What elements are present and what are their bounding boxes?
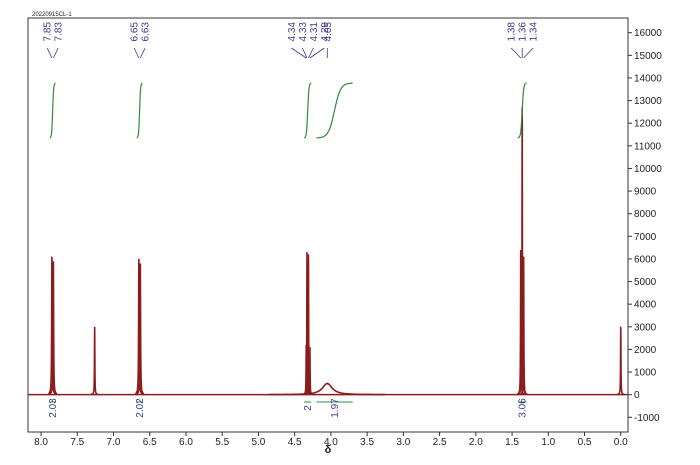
peak-label-leader <box>510 47 522 59</box>
x-tick-label: 4.0 <box>324 437 338 448</box>
x-tick-label: 6.5 <box>143 437 157 448</box>
x-tick-label: 6.0 <box>179 437 193 448</box>
integral-label: 3.06 <box>518 398 529 418</box>
integral-curve <box>136 82 143 139</box>
peak-label: 6.63 <box>141 22 152 42</box>
peak-label: 4.29 <box>320 22 331 42</box>
peak-label-leader <box>291 47 307 59</box>
integral-curve <box>303 82 312 139</box>
integral-curve <box>316 82 353 139</box>
peak-label: 1.36 <box>518 22 529 42</box>
integral-curve <box>49 82 56 139</box>
peak <box>47 256 56 395</box>
peak <box>617 326 625 396</box>
x-tick-label: 4.5 <box>288 437 302 448</box>
peak <box>136 263 145 395</box>
peak-label-leader <box>139 47 146 59</box>
integral-label: 2 <box>303 405 314 411</box>
peak-label: 4.05 <box>323 22 334 42</box>
y-tick-label: 15000 <box>634 51 662 62</box>
peak-label: 4.31 <box>309 22 320 42</box>
peak-label: 1.38 <box>507 22 518 42</box>
peak-label-leader <box>53 47 59 59</box>
x-tick-label: 0.5 <box>578 437 592 448</box>
x-tick-label: 8.0 <box>34 437 48 448</box>
peak <box>516 249 525 395</box>
peak-label-leader <box>308 47 314 59</box>
integral-label: 2.03 <box>48 398 59 418</box>
peak <box>134 258 143 395</box>
peak-label: 4.34 <box>287 22 298 42</box>
peak <box>90 326 99 396</box>
x-tick-label: 1.0 <box>541 437 555 448</box>
peak-label-leader <box>46 47 53 59</box>
peak-label: 4.33 <box>298 22 309 42</box>
y-tick-label: 10000 <box>634 164 662 175</box>
integral-curve <box>517 82 527 139</box>
peak-label-leader <box>523 47 534 59</box>
peak-label: 1.34 <box>529 22 540 42</box>
x-tick-label: 7.5 <box>70 437 84 448</box>
plot-frame <box>27 17 629 433</box>
y-tick-label: 14000 <box>634 73 662 84</box>
y-tick-label: 6000 <box>634 254 657 265</box>
y-tick-label: 0 <box>634 390 640 401</box>
x-tick-label: 1.5 <box>505 437 519 448</box>
peak-label-leader <box>309 47 325 59</box>
peak-label-leader <box>133 47 140 59</box>
x-tick-label: 7.0 <box>107 437 121 448</box>
y-tick-label: 2000 <box>634 345 657 356</box>
peak <box>49 261 58 395</box>
y-tick-label: 7000 <box>634 232 657 243</box>
y-tick-label: 9000 <box>634 187 657 198</box>
x-tick-label: 5.5 <box>215 437 229 448</box>
integral-label: 2.02 <box>135 398 146 418</box>
peak-label: 7.85 <box>43 22 54 42</box>
y-tick-label: 16000 <box>634 28 662 39</box>
peak-label-leader <box>302 47 308 59</box>
y-tick-label: -1000 <box>634 413 660 424</box>
x-axis-label: δ <box>325 444 332 456</box>
x-tick-label: 3.0 <box>396 437 410 448</box>
y-tick-label: 11000 <box>634 141 662 152</box>
peak-label: 6.65 <box>130 22 141 42</box>
y-tick-label: 8000 <box>634 209 657 220</box>
y-tick-label: 5000 <box>634 277 657 288</box>
peak <box>519 256 528 395</box>
peak-label: 7.83 <box>54 22 65 42</box>
y-tick-label: 1000 <box>634 368 657 379</box>
y-tick-label: 13000 <box>634 96 662 107</box>
x-tick-label: 5.0 <box>251 437 265 448</box>
y-tick-label: 12000 <box>634 119 662 130</box>
y-tick-label: 4000 <box>634 300 657 311</box>
peak <box>269 382 386 396</box>
integral-label: 1.97 <box>330 398 341 418</box>
x-tick-label: 0.0 <box>614 437 628 448</box>
x-tick-label: 3.5 <box>360 437 374 448</box>
y-tick-label: 3000 <box>634 322 657 333</box>
x-tick-label: 2.5 <box>433 437 447 448</box>
x-tick-label: 2.0 <box>469 437 483 448</box>
chart-title: 20220915CL-1 <box>32 12 72 18</box>
